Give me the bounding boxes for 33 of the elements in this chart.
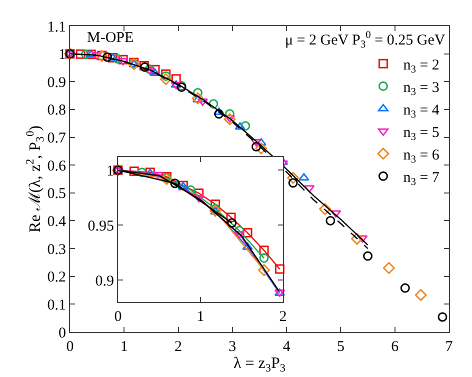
legend-label: n$_{3}$ = 4: [403, 102, 440, 121]
x-tick-label: 6: [391, 339, 400, 355]
legend-label: n$_{3}$ = 5: [403, 125, 440, 144]
y-tick-label: 1: [58, 47, 66, 64]
x-tick-label: 4: [282, 339, 291, 355]
y-tick-label: 0.9: [95, 273, 114, 290]
x-tick-label: 1: [120, 339, 128, 355]
y-tick-label: 1.1: [47, 19, 66, 36]
y-tick-label: 0.1: [47, 297, 66, 314]
x-tick-label: 3: [228, 339, 236, 355]
legend-label: n$_{3}$ = 7: [403, 170, 440, 188]
legend-label: n$_{3}$ = 3: [403, 80, 440, 98]
y-tick-label: 0.8: [47, 102, 66, 119]
annotation: μ = 2 GeV P$_{3}$$^{0}$ = 0.25 GeV: [285, 30, 446, 50]
y-tick-label: 0.7: [47, 130, 66, 147]
y-tick-label: 0.2: [47, 270, 66, 286]
y-tick-label: 0.4: [47, 214, 66, 230]
legend-label: n$_{3}$ = 6: [403, 148, 440, 166]
x-tick-label: 2: [279, 309, 287, 325]
x-tick-label: 5: [336, 339, 344, 355]
annotation: M-OPE: [87, 30, 134, 46]
y-tick-label: 0.3: [47, 242, 66, 258]
x-tick-label: 2: [174, 339, 182, 355]
x-tick-label: 7: [445, 339, 454, 355]
legend-label: n$_{3}$ = 2: [403, 58, 440, 76]
x-tick-label: 1: [196, 309, 204, 325]
y-tick-label: 0: [58, 325, 66, 342]
y-tick-label: 1: [106, 163, 114, 180]
y-tick-label: 0.6: [47, 158, 66, 174]
x-axis-title: λ = z$_{3}$P$_{3}$: [234, 355, 286, 374]
y-tick-label: 0.95: [88, 218, 114, 234]
y-tick-label: 0.9: [47, 74, 66, 91]
y-tick-label: 0.5: [47, 186, 66, 202]
